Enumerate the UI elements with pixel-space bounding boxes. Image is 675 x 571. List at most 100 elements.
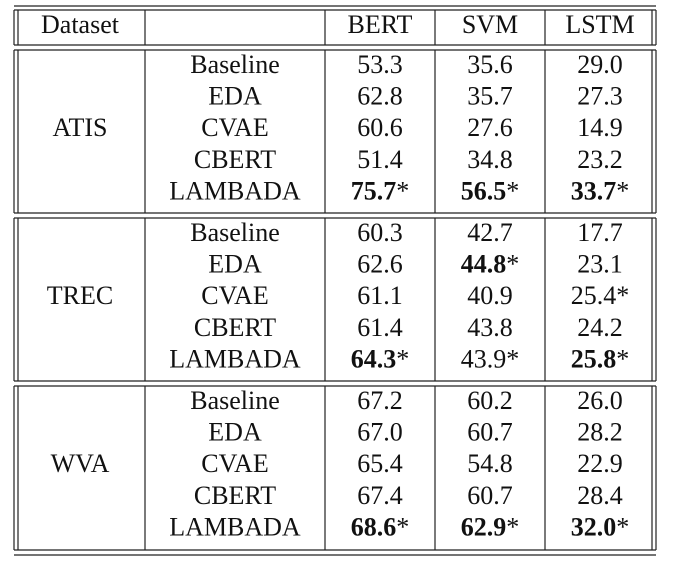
- score-cell: 60.7: [467, 481, 513, 510]
- score-cell: 43.9*: [461, 344, 520, 373]
- method-name: CBERT: [194, 313, 276, 342]
- score-cell: 60.3: [357, 218, 403, 247]
- score-value: 23.1: [577, 250, 623, 279]
- score-value: 43.9: [461, 344, 507, 373]
- score-value: 35.6: [467, 50, 513, 79]
- significance-mark: *: [506, 250, 519, 279]
- method-name: EDA: [208, 250, 262, 279]
- score-value: 60.3: [357, 218, 403, 247]
- score-cell: 23.2: [577, 145, 623, 174]
- score-value: 65.4: [357, 449, 403, 478]
- significance-mark: *: [616, 281, 629, 310]
- score-value: 62.8: [357, 82, 403, 111]
- score-cell: 14.9: [577, 113, 623, 142]
- score-cell: 26.0: [577, 386, 623, 415]
- score-cell: 51.4: [357, 145, 403, 174]
- score-value: 26.0: [577, 386, 623, 415]
- score-cell: 56.5*: [461, 176, 520, 205]
- significance-mark: *: [506, 344, 519, 373]
- score-cell: 24.2: [577, 313, 623, 342]
- significance-mark: *: [616, 344, 629, 373]
- score-value: 68.6: [351, 512, 397, 541]
- method-name: LAMBADA: [169, 344, 301, 373]
- score-cell: 75.7*: [351, 176, 410, 205]
- score-cell: 67.4: [357, 481, 403, 510]
- score-cell: 62.9*: [461, 512, 520, 541]
- score-value: 61.4: [357, 313, 403, 342]
- significance-mark: *: [616, 176, 629, 205]
- significance-mark: *: [616, 512, 629, 541]
- method-name: CVAE: [201, 113, 268, 142]
- score-value: 14.9: [577, 113, 623, 142]
- score-value: 34.8: [467, 145, 513, 174]
- header-cell: BERT: [348, 10, 413, 39]
- header-cell: Dataset: [41, 10, 120, 39]
- score-value: 51.4: [357, 145, 403, 174]
- method-name: CVAE: [201, 281, 268, 310]
- score-value: 53.3: [357, 50, 403, 79]
- score-value: 27.3: [577, 82, 623, 111]
- score-value: 67.2: [357, 386, 403, 415]
- score-value: 24.2: [577, 313, 623, 342]
- score-cell: 61.4: [357, 313, 403, 342]
- score-value: 25.8: [571, 344, 617, 373]
- score-cell: 44.8*: [461, 250, 520, 279]
- score-value: 35.7: [467, 82, 513, 111]
- score-value: 23.2: [577, 145, 623, 174]
- score-value: 56.5: [461, 176, 507, 205]
- score-cell: 43.8: [467, 313, 513, 342]
- score-value: 25.4: [571, 281, 617, 310]
- score-cell: 67.0: [357, 418, 403, 447]
- score-cell: 28.4: [577, 481, 623, 510]
- score-cell: 23.1: [577, 250, 623, 279]
- method-name: Baseline: [190, 218, 280, 247]
- score-cell: 29.0: [577, 50, 623, 79]
- score-value: 29.0: [577, 50, 623, 79]
- method-name: Baseline: [190, 50, 280, 79]
- score-value: 28.4: [577, 481, 623, 510]
- significance-mark: *: [396, 512, 409, 541]
- score-value: 67.4: [357, 481, 403, 510]
- score-cell: 61.1: [357, 281, 403, 310]
- method-name: CVAE: [201, 449, 268, 478]
- score-value: 44.8: [461, 250, 507, 279]
- header-cell: LSTM: [565, 10, 634, 39]
- dataset-name: WVA: [51, 449, 110, 478]
- method-name: EDA: [208, 418, 262, 447]
- score-cell: 64.3*: [351, 344, 410, 373]
- score-cell: 32.0*: [571, 512, 630, 541]
- score-value: 17.7: [577, 218, 623, 247]
- score-value: 22.9: [577, 449, 623, 478]
- score-value: 62.6: [357, 250, 403, 279]
- score-value: 75.7: [351, 176, 397, 205]
- score-cell: 25.4*: [571, 281, 630, 310]
- score-cell: 62.6: [357, 250, 403, 279]
- score-value: 27.6: [467, 113, 513, 142]
- score-cell: 27.3: [577, 82, 623, 111]
- significance-mark: *: [506, 512, 519, 541]
- method-name: CBERT: [194, 145, 276, 174]
- dataset-name: TREC: [47, 281, 113, 310]
- score-value: 54.8: [467, 449, 513, 478]
- score-cell: 67.2: [357, 386, 403, 415]
- dataset-name: ATIS: [53, 113, 108, 142]
- significance-mark: *: [396, 344, 409, 373]
- score-cell: 22.9: [577, 449, 623, 478]
- score-cell: 40.9: [467, 281, 513, 310]
- score-value: 61.1: [357, 281, 403, 310]
- score-cell: 42.7: [467, 218, 513, 247]
- score-value: 40.9: [467, 281, 513, 310]
- method-name: Baseline: [190, 386, 280, 415]
- score-cell: 25.8*: [571, 344, 630, 373]
- score-cell: 68.6*: [351, 512, 410, 541]
- method-name: LAMBADA: [169, 512, 301, 541]
- score-value: 60.2: [467, 386, 513, 415]
- score-cell: 17.7: [577, 218, 623, 247]
- score-cell: 65.4: [357, 449, 403, 478]
- score-cell: 60.6: [357, 113, 403, 142]
- score-value: 64.3: [351, 344, 397, 373]
- score-value: 28.2: [577, 418, 623, 447]
- significance-mark: *: [396, 176, 409, 205]
